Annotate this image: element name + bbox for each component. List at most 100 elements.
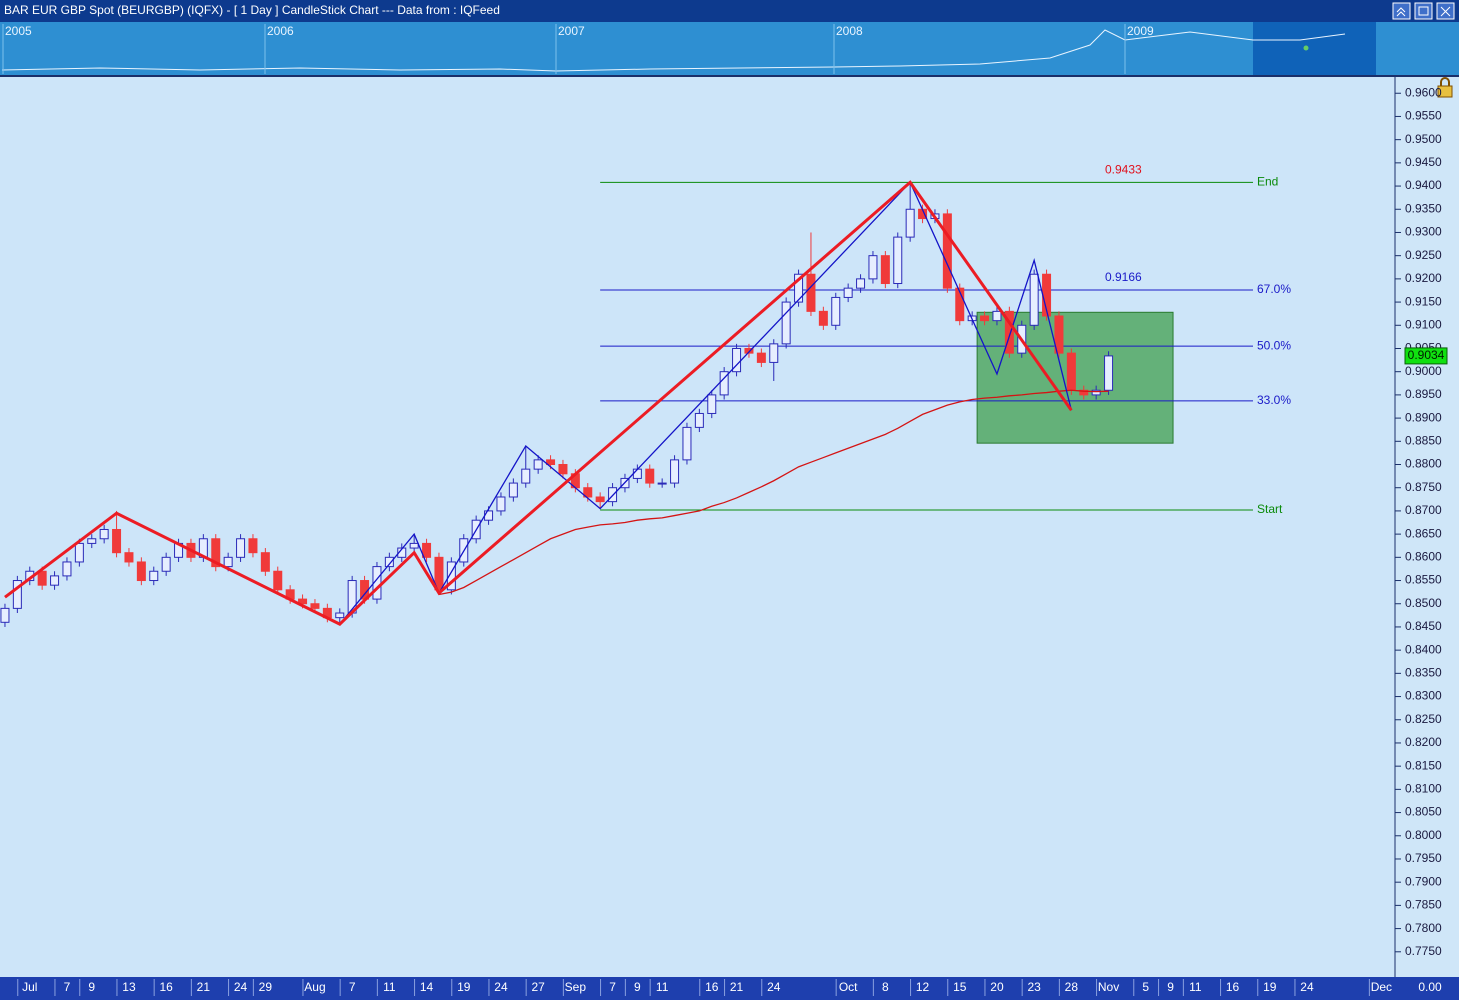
candle-body xyxy=(707,394,717,414)
y-tick-label: 0.9400 xyxy=(1405,178,1442,192)
x-tick-label: 9 xyxy=(634,980,641,994)
candle-body xyxy=(595,496,605,503)
candle-body xyxy=(533,459,543,470)
y-tick-label: 0.9200 xyxy=(1405,271,1442,285)
x-tick-label: Jul xyxy=(22,980,37,994)
x-tick-label: 15 xyxy=(953,980,967,994)
x-tick-label: 13 xyxy=(122,980,136,994)
window-title: BAR EUR GBP Spot (BEURGBP) (IQFX) - [ 1 … xyxy=(4,3,500,17)
y-tick-label: 0.8250 xyxy=(1405,712,1442,726)
candle-body xyxy=(298,598,308,605)
x-tick-label: 19 xyxy=(457,980,471,994)
y-tick-label: 0.8100 xyxy=(1405,782,1442,796)
x-tick-label: 24 xyxy=(767,980,781,994)
candle-body xyxy=(756,352,766,363)
y-tick-label: 0.8950 xyxy=(1405,387,1442,401)
candle-body xyxy=(1091,389,1101,396)
candle-body xyxy=(558,464,568,475)
candle-body xyxy=(12,580,22,609)
candle-body xyxy=(211,538,221,568)
candle-body xyxy=(161,556,171,572)
x-tick-label: 11 xyxy=(383,980,396,994)
price-axis[interactable] xyxy=(1395,77,1459,977)
candle-body xyxy=(87,538,97,544)
y-tick-label: 0.8500 xyxy=(1405,596,1442,610)
y-tick-label: 0.7950 xyxy=(1405,851,1442,865)
y-tick-label: 0.9450 xyxy=(1405,155,1442,169)
overview-strip[interactable] xyxy=(0,22,1459,75)
lock-icon[interactable] xyxy=(1437,77,1453,98)
candle-body xyxy=(744,347,754,354)
x-tick-label: 5 xyxy=(1142,980,1149,994)
window-buttons[interactable] xyxy=(1392,2,1455,20)
y-tick-label: 0.8000 xyxy=(1405,828,1442,842)
candle-body xyxy=(1054,315,1064,354)
candle-body xyxy=(223,556,233,568)
candle-body xyxy=(769,343,779,363)
x-tick-label: Aug xyxy=(304,980,325,994)
y-tick-label: 0.8450 xyxy=(1405,619,1442,633)
lock-body xyxy=(1437,85,1453,98)
y-tick-label: 0.8750 xyxy=(1405,480,1442,494)
title-bar xyxy=(0,0,1459,22)
maximize-button[interactable] xyxy=(1414,2,1433,20)
collapse-icon xyxy=(1396,7,1406,17)
y-tick-label: 0.8600 xyxy=(1405,549,1442,563)
candle-body xyxy=(670,459,680,484)
candle-body xyxy=(260,552,270,572)
y-tick-label: 0.7750 xyxy=(1405,944,1442,958)
zigzag xyxy=(339,181,1072,625)
candle-body xyxy=(508,482,518,498)
x-tick-label: 27 xyxy=(531,980,545,994)
overview-window[interactable] xyxy=(1253,22,1376,75)
x-tick-label: Sep xyxy=(565,980,587,994)
overview-line xyxy=(1,29,1346,72)
candle-body xyxy=(980,315,990,322)
x-tick-label: Nov xyxy=(1098,980,1119,994)
candle-body xyxy=(521,468,531,484)
zigzag xyxy=(4,180,1073,626)
x-tick-label: Dec xyxy=(1371,980,1392,994)
y-tick-label: 0.8300 xyxy=(1405,689,1442,703)
overview-marker xyxy=(1303,45,1309,51)
candle-body xyxy=(74,542,84,563)
y-tick-label: 0.9500 xyxy=(1405,132,1442,146)
x-tick-label: 7 xyxy=(64,980,71,994)
y-tick-label: 0.9550 xyxy=(1405,109,1442,123)
candle-body xyxy=(310,603,320,609)
x-tick-label: 12 xyxy=(916,980,930,994)
plot-area[interactable] xyxy=(0,77,1395,977)
close-icon xyxy=(1440,6,1451,17)
candle-body xyxy=(781,301,791,345)
overview-year: 2008 xyxy=(836,24,863,38)
x-tick-label: 16 xyxy=(1226,980,1240,994)
candle-body xyxy=(905,208,915,238)
candle-body xyxy=(446,561,456,591)
candle-body xyxy=(868,255,878,280)
candle-body xyxy=(273,570,283,591)
y-tick-label: 0.9150 xyxy=(1405,294,1442,308)
candle-body xyxy=(50,575,60,586)
x-tick-label: 19 xyxy=(1263,980,1277,994)
x-tick-label: 11 xyxy=(1189,980,1202,994)
candle-body xyxy=(422,542,432,558)
candle-body xyxy=(583,487,593,498)
fib-price: 0.9433 xyxy=(1105,163,1142,177)
x-tick-label: 14 xyxy=(420,980,434,994)
candle-body xyxy=(818,310,828,326)
fib-label: 33.0% xyxy=(1257,393,1291,407)
x-tick-label: 9 xyxy=(88,980,95,994)
candle-body xyxy=(645,468,655,484)
candle-body xyxy=(880,255,890,285)
fib-label: End xyxy=(1257,175,1278,189)
candle-body xyxy=(632,468,642,479)
moving-average xyxy=(438,389,1109,596)
y-tick-label: 0.9300 xyxy=(1405,225,1442,239)
y-tick-label: 0.8900 xyxy=(1405,410,1442,424)
candle-body xyxy=(694,412,704,428)
candle-body xyxy=(682,426,692,461)
collapse-button[interactable] xyxy=(1392,2,1411,20)
date-axis[interactable] xyxy=(0,977,1459,1000)
